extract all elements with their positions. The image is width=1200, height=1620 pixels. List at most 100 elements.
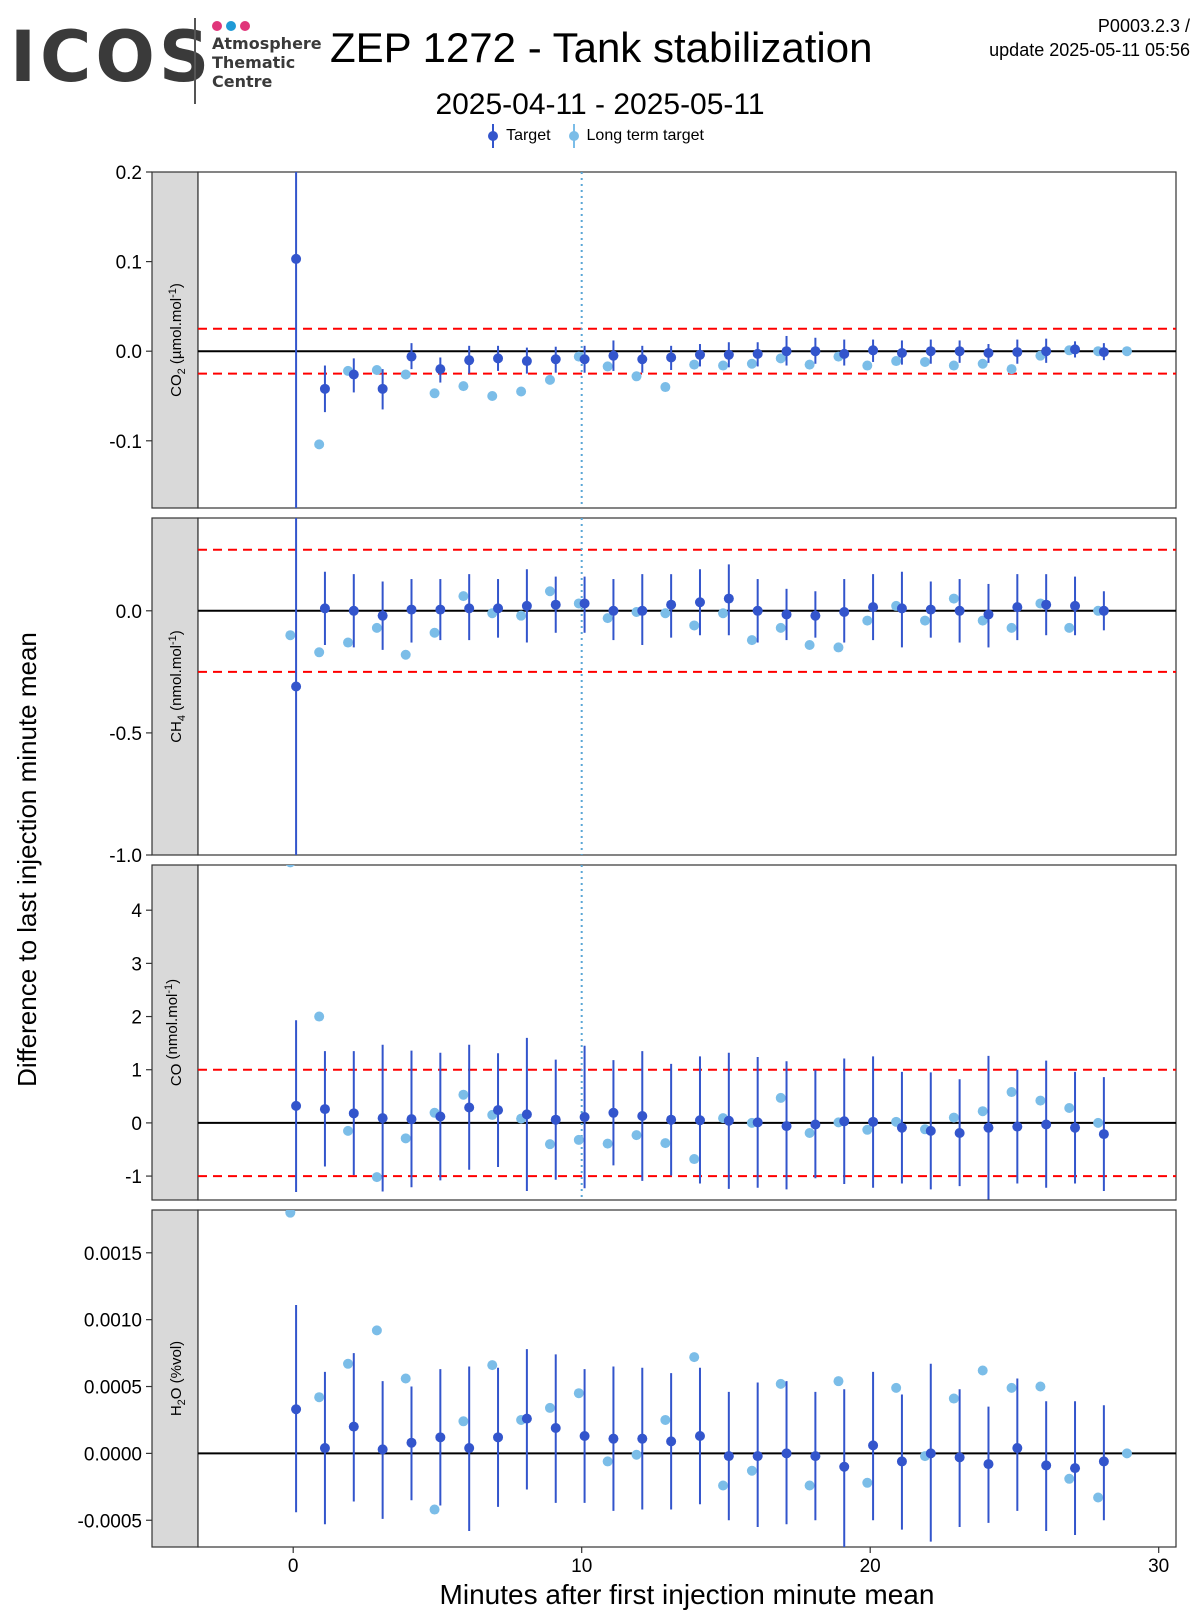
longterm-point [891,356,902,367]
longterm-point [602,1138,613,1149]
longterm-point [746,635,757,646]
target-point [406,1114,417,1125]
target-point [608,1433,619,1444]
longterm-point [1064,1473,1075,1484]
plot-frame [197,864,1177,1201]
target-point [637,605,648,616]
longterm-point [689,1352,700,1363]
longterm-point [1006,622,1017,633]
target-point [464,1102,475,1113]
target-point [954,605,965,616]
x-tick-label: 20 [860,1556,881,1577]
plot-frame [197,171,1177,509]
longterm-point [516,610,527,621]
target-point [1012,602,1023,613]
target-point [896,1456,907,1467]
target-point [983,609,994,620]
target-point [521,600,532,611]
target-point [493,353,504,364]
longterm-point [862,1124,873,1135]
target-point [1070,344,1081,355]
longterm-point [689,359,700,370]
plot-frame [197,517,1177,856]
target-point [348,1421,359,1432]
logo-text: ICOS [10,16,214,98]
longterm-point [660,608,671,619]
target-point [839,348,850,359]
target-point [493,1432,504,1443]
target-point [839,1461,850,1472]
target-point [896,347,907,358]
y-tick-label: 3 [131,954,142,975]
target-point [868,345,879,356]
longterm-point [602,1456,613,1467]
plot-area [198,1210,1176,1547]
x-tick-label: 0 [288,1556,299,1577]
longterm-point [286,865,295,868]
y-tick-label: 0.0 [116,342,142,363]
version-text: P0003.2.3 / [1097,16,1190,36]
target-point [781,609,792,620]
target-point [521,356,532,367]
y-tick-label: 2 [131,1008,142,1029]
target-point [579,1112,590,1123]
longterm-point [400,369,411,380]
longterm-point [948,593,959,604]
y-tick-label: 0.0005 [84,1378,142,1399]
target-point [983,1459,994,1470]
target-point [550,599,561,610]
x-tick-label: 30 [1148,1556,1169,1577]
target-point [752,1117,763,1128]
longterm-point [458,381,469,392]
longterm-point [833,1376,844,1387]
longterm-point [920,615,931,626]
target-point [1070,600,1081,611]
longterm-point [1121,346,1132,357]
panel-strip [151,1209,199,1548]
longterm-point [977,1106,988,1117]
target-point [868,1440,879,1451]
longterm-point [1006,1382,1017,1393]
target-point [694,1431,705,1442]
target-point [435,1432,446,1443]
longterm-point [920,356,931,367]
target-point [1041,1119,1052,1130]
longterm-point [516,386,527,397]
plot-frame [197,1209,1177,1548]
longterm-point [631,371,642,382]
longterm-point [977,358,988,369]
target-point [925,1448,936,1459]
longterm-point [689,620,700,631]
target-point [1098,347,1109,358]
y-tick-label: -0.0005 [78,1511,142,1532]
longterm-point [1064,1103,1075,1114]
target-point [1012,1443,1023,1454]
longterm-point [775,622,786,633]
target-point [1012,347,1023,358]
longterm-point [977,1365,988,1376]
legend: Target Long term target [0,122,1200,150]
longterm-point [833,642,844,653]
longterm-point [400,1133,411,1144]
target-point [319,383,330,394]
target-point [377,1444,388,1455]
longterm-point [458,1416,469,1427]
target-point [291,1404,302,1415]
longterm-point [660,382,671,393]
target-point [752,605,763,616]
longterm-point [718,360,729,371]
panel-strip [151,171,199,509]
target-point [723,593,734,604]
y-tick-label: 4 [131,901,142,922]
target-point [348,605,359,616]
target-point [1070,1122,1081,1133]
target-point [348,1108,359,1119]
target-point [810,1119,821,1130]
longterm-point [660,1138,671,1149]
target-point [983,1122,994,1133]
longterm-point [429,627,440,638]
longterm-point [400,649,411,660]
target-point [579,354,590,365]
target-point [579,1431,590,1442]
